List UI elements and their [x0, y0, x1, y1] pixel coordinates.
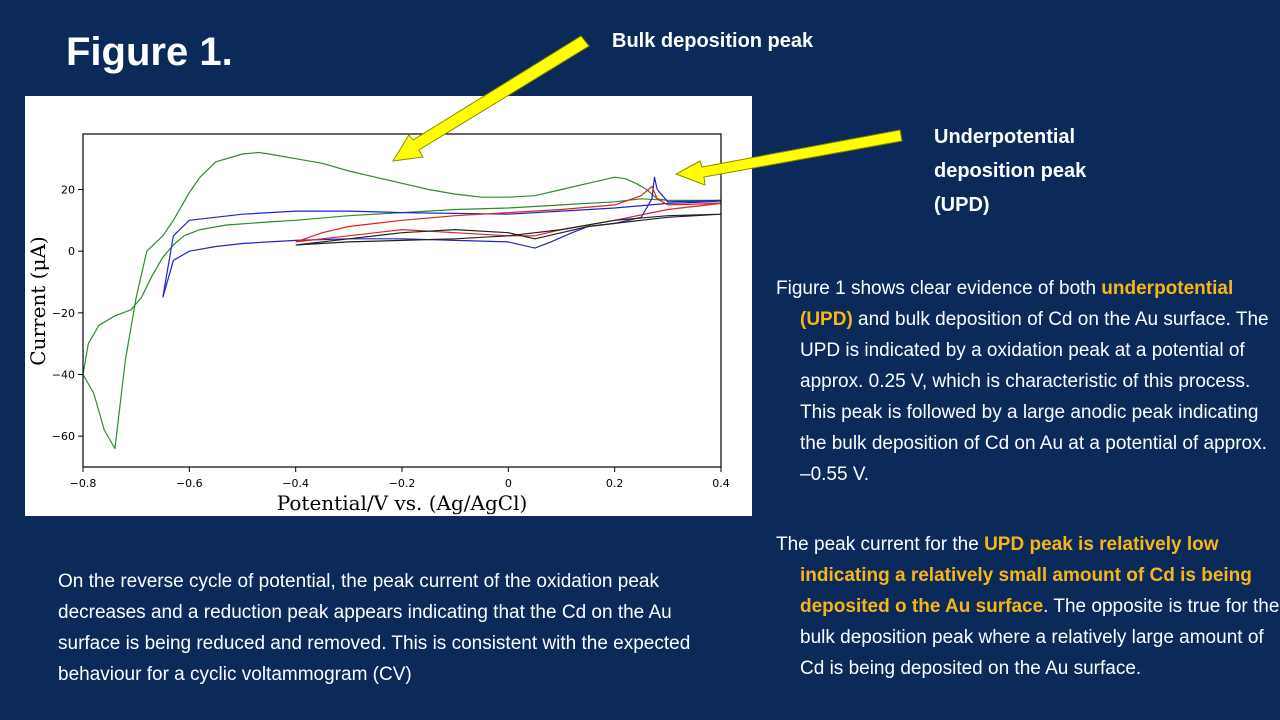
- para-fig-highlight: underpotential (UPD): [800, 278, 1234, 330]
- plot-frame: [82, 133, 722, 468]
- cv-series-line-1: [82, 151, 721, 450]
- callout-upd: Underpotential deposition peak (UPD): [934, 126, 1087, 216]
- y-axis-label: Current (μA): [26, 236, 50, 365]
- x-tick-label: −0.2: [389, 477, 416, 490]
- para-upd-text-2: . The opposite is true for the bulk depo…: [800, 596, 1280, 679]
- y-tick-label: −40: [52, 369, 75, 382]
- x-tick-label: −0.6: [176, 477, 203, 490]
- paragraph-upd-peak: The peak current for the UPD peak is rel…: [776, 529, 1280, 684]
- para-upd-highlight: UPD peak is relatively low indicating a …: [800, 534, 1252, 617]
- callout-bulk-deposition: Bulk deposition peak: [612, 30, 814, 52]
- y-tick-label: 20: [61, 184, 75, 197]
- x-tick-label: 0.2: [606, 477, 624, 490]
- x-axis-label: Potential/V vs. (Ag/AgCl): [277, 491, 528, 515]
- para-fig-text-2: and bulk deposition of Cd on the Au surf…: [800, 309, 1269, 485]
- cv-series-line-4: [295, 213, 722, 246]
- y-tick-label: −20: [52, 307, 75, 320]
- x-tick-label: 0: [505, 477, 512, 490]
- cv-series-line-3: [295, 185, 722, 243]
- x-tick-label: −0.4: [282, 477, 309, 490]
- y-tick-label: 0: [68, 245, 75, 258]
- cv-series-line-2: [162, 176, 722, 298]
- cv-chart-panel: −0.8 −0.6 −0.4 −0.2 0 0.2 0.4 20 0 −20 −40 −60 Pote…: [25, 96, 752, 516]
- x-tick-label: −0.8: [70, 477, 97, 490]
- para-upd-text-1: The peak current for the: [776, 534, 985, 555]
- x-tick-label: 0.4: [712, 477, 730, 490]
- cv-chart: −0.8 −0.6 −0.4 −0.2 0 0.2 0.4 20 0 −20 −40 −60 Pote…: [26, 133, 730, 515]
- slide-title: Figure 1.: [66, 30, 233, 74]
- para-fig-text-1: Figure 1 shows clear evidence of both: [776, 278, 1102, 299]
- y-tick-label: −60: [52, 430, 75, 443]
- paragraph-reverse-cycle: On the reverse cycle of potential, the p…: [58, 571, 691, 685]
- paragraph-figure-description: Figure 1 shows clear evidence of both un…: [776, 273, 1280, 490]
